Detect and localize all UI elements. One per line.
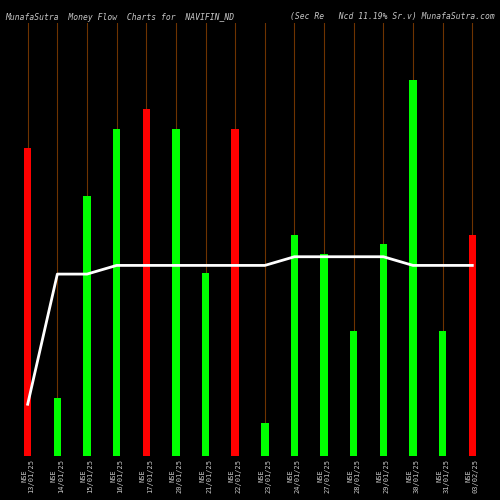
Bar xyxy=(410,80,416,456)
Bar xyxy=(24,148,32,456)
Bar xyxy=(350,331,358,456)
Bar xyxy=(113,128,120,456)
Bar xyxy=(232,128,239,456)
Text: MunafaSutra  Money Flow  Charts for  NAVIFIN_ND: MunafaSutra Money Flow Charts for NAVIFI… xyxy=(5,12,234,22)
Bar xyxy=(172,128,180,456)
Bar xyxy=(291,234,298,456)
Bar xyxy=(439,331,446,456)
Bar xyxy=(261,422,268,456)
Bar xyxy=(142,110,150,457)
Bar xyxy=(84,196,90,456)
Text: (Sec Re   Ncd 11.19% Sr.v) MunafaSutra.com: (Sec Re Ncd 11.19% Sr.v) MunafaSutra.com xyxy=(290,12,495,22)
Bar xyxy=(202,273,209,456)
Bar xyxy=(320,254,328,456)
Bar xyxy=(380,244,387,456)
Bar xyxy=(468,234,476,456)
Bar xyxy=(54,398,61,456)
